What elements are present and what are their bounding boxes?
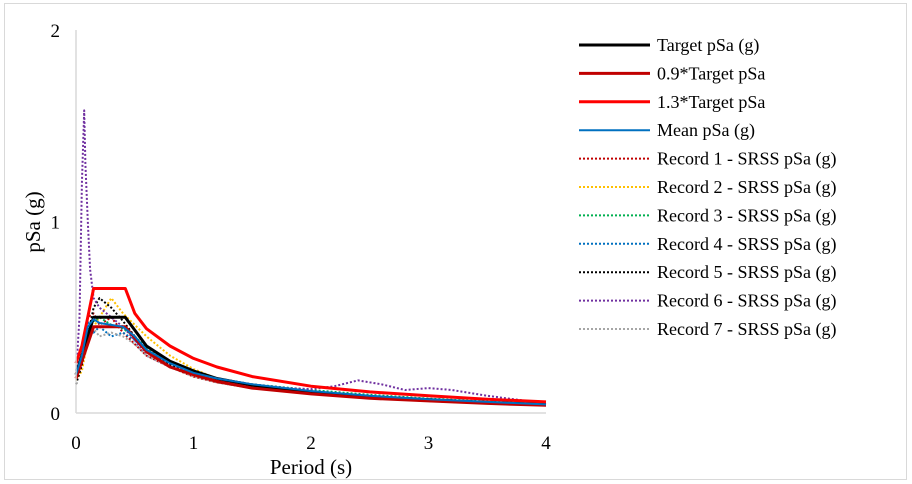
x-axis-title: Period (s) <box>270 455 352 479</box>
x-tick-label: 2 <box>306 433 316 454</box>
y-tick-label: 0 <box>51 404 61 425</box>
legend-label-6: Record 2 - SRSS pSa (g) <box>657 177 837 198</box>
legend-label-11: Record 7 - SRSS pSa (g) <box>657 319 837 340</box>
legend-label-1: Target pSa (g) <box>657 35 759 56</box>
tick-labels: 0 1 2 3 4 0 1 2 <box>51 21 552 454</box>
series-line-3 <box>74 287 547 404</box>
legend-label-7: Record 3 - SRSS pSa (g) <box>657 205 837 226</box>
legend-label-8: Record 4 - SRSS pSa (g) <box>657 234 837 255</box>
series-line-2 <box>74 325 547 407</box>
y-tick-label: 1 <box>51 213 61 234</box>
legend: Target pSa (g) 0.9*Target pSa 1.3*Target p… <box>579 35 837 340</box>
x-tick-label: 3 <box>424 433 434 454</box>
y-tick-label: 2 <box>51 21 61 42</box>
legend-label-10: Record 6 - SRSS pSa (g) <box>657 291 837 312</box>
x-tick-label: 1 <box>189 433 199 454</box>
series-line-10 <box>75 109 547 405</box>
legend-label-5: Record 1 - SRSS pSa (g) <box>657 149 837 170</box>
y-axis-title: pSa (g) <box>21 191 45 252</box>
plot-area <box>74 109 547 407</box>
series-line-9 <box>75 297 547 407</box>
x-tick-label: 0 <box>71 433 81 454</box>
legend-label-3: 1.3*Target pSa <box>657 92 765 112</box>
series-line-4 <box>75 318 547 406</box>
axes <box>75 30 546 414</box>
legend-label-4: Mean pSa (g) <box>657 120 755 141</box>
legend-label-9: Record 5 - SRSS pSa (g) <box>657 262 837 283</box>
legend-label-2: 0.9*Target pSa <box>657 63 765 83</box>
x-tick-label: 4 <box>541 433 551 454</box>
